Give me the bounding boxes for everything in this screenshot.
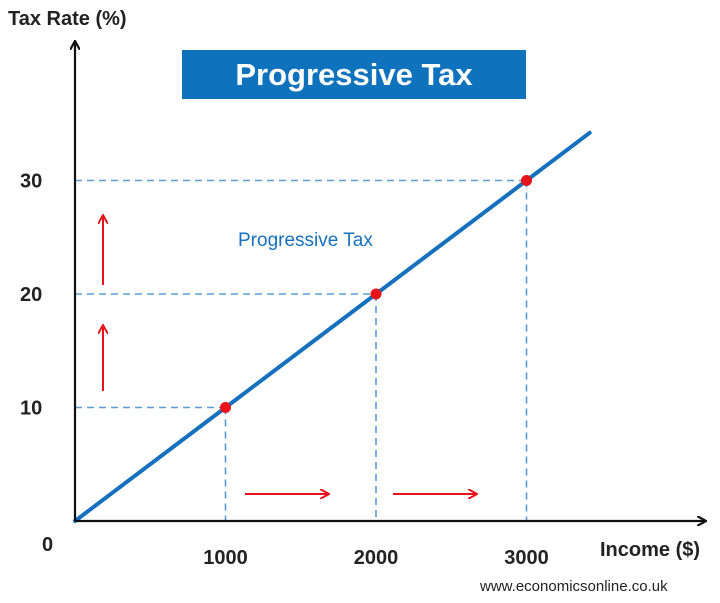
series-annotation: Progressive Tax	[238, 230, 373, 251]
x-tick-label: 2000	[354, 547, 399, 569]
data-point	[220, 402, 231, 413]
x-axis-label: Income ($)	[600, 539, 701, 561]
y-tick-label: 10	[20, 398, 42, 420]
origin-label: 0	[42, 534, 53, 556]
source-credit: www.economicsonline.co.uk	[480, 578, 668, 595]
y-axis-label: Tax Rate (%)	[8, 8, 127, 30]
chart-title: Progressive Tax	[182, 50, 526, 99]
series-line	[73, 130, 592, 523]
data-point	[370, 288, 382, 300]
data-point	[521, 175, 532, 186]
y-tick-label: 20	[20, 284, 42, 306]
y-tick-label: 30	[20, 171, 42, 193]
x-tick-label: 1000	[203, 547, 248, 569]
x-tick-label: 3000	[504, 547, 549, 569]
